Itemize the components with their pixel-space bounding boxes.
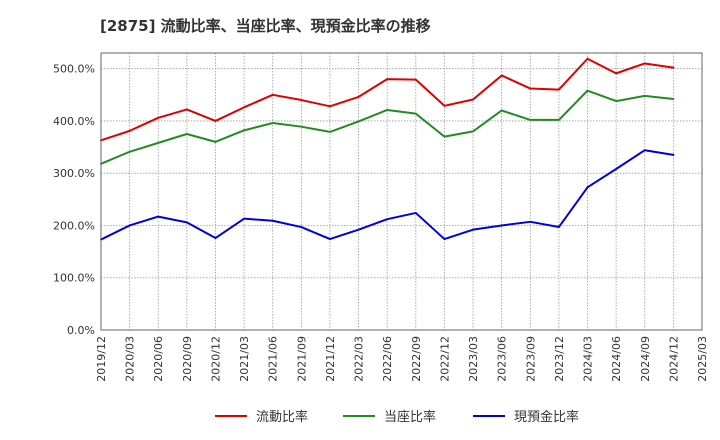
series-line-1 — [100, 89, 675, 165]
series-line-0 — [100, 57, 675, 142]
x-tick-label: 2024/06 — [610, 336, 623, 382]
y-tick-label: 0.0% — [67, 324, 95, 337]
legend-label-1: 当座比率 — [384, 409, 436, 425]
x-tick-label: 2024/12 — [667, 336, 680, 382]
x-tick-label: 2022/03 — [353, 336, 366, 382]
x-tick-label: 2021/09 — [295, 336, 308, 382]
x-tick-label: 2025/03 — [696, 336, 709, 382]
x-tick-label: 2020/09 — [181, 336, 194, 382]
legend: 流動比率 当座比率 現預金比率 — [215, 409, 579, 425]
y-tick-label: 300.0% — [53, 167, 95, 180]
x-tick-label: 2022/06 — [381, 336, 394, 382]
plot-frame — [100, 52, 703, 331]
y-tick-label: 400.0% — [53, 115, 95, 128]
x-tick-label: 2023/03 — [467, 336, 480, 382]
y-tick-label: 500.0% — [53, 63, 95, 76]
x-tick-label: 2019/12 — [95, 336, 108, 382]
x-tick-label: 2021/03 — [238, 336, 251, 382]
x-tick-label: 2021/12 — [324, 336, 337, 382]
x-tick-label: 2020/06 — [152, 336, 165, 382]
x-tick-label: 2023/09 — [524, 336, 537, 382]
y-tick-label: 200.0% — [53, 219, 95, 232]
y-tick-label: 100.0% — [53, 272, 95, 285]
x-tick-label: 2021/06 — [267, 336, 280, 382]
x-tick-label: 2023/06 — [496, 336, 509, 382]
legend-label-2: 現預金比率 — [514, 409, 579, 425]
series-line-2 — [100, 149, 675, 241]
chart-title: [2875] 流動比率、当座比率、現預金比率の推移 — [100, 17, 431, 35]
x-tick-label: 2024/03 — [582, 336, 595, 382]
x-axis-ticks: 2019/12 2020/03 2020/06 2020/09 2020/12 2021/… — [95, 336, 709, 382]
x-tick-label: 2023/12 — [553, 336, 566, 382]
x-tick-label: 2022/09 — [410, 336, 423, 382]
plot-area — [101, 53, 702, 330]
x-tick-label: 2020/12 — [209, 336, 222, 382]
legend-label-0: 流動比率 — [256, 409, 308, 425]
series-lines — [100, 57, 675, 241]
y-axis-ticks: 0.0% 100.0% 200.0% 300.0% 400.0% 500.0% — [53, 63, 95, 337]
x-tick-label: 2020/03 — [124, 336, 137, 382]
x-tick-label: 2022/12 — [438, 336, 451, 382]
x-tick-label: 2024/09 — [639, 336, 652, 382]
